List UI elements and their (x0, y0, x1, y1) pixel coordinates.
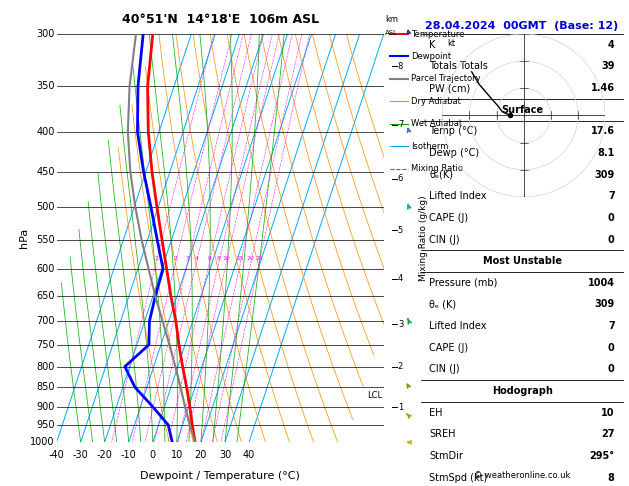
Text: 1004: 1004 (587, 278, 615, 288)
Text: LCL: LCL (367, 391, 382, 399)
Text: 0: 0 (608, 343, 615, 353)
Text: 30: 30 (219, 451, 231, 460)
Text: 8.1: 8.1 (598, 148, 615, 158)
Text: 2: 2 (398, 362, 403, 371)
Text: CIN (J): CIN (J) (430, 235, 460, 244)
Text: 7: 7 (608, 191, 615, 201)
Text: -10: -10 (121, 451, 136, 460)
Text: 10: 10 (601, 408, 615, 417)
Text: CAPE (J): CAPE (J) (430, 213, 469, 223)
Text: Hodograph: Hodograph (492, 386, 552, 396)
Text: -40: -40 (48, 451, 65, 460)
Text: Dewp (°C): Dewp (°C) (430, 148, 479, 158)
Text: 450: 450 (36, 167, 55, 176)
Text: 500: 500 (36, 202, 55, 212)
Text: 900: 900 (36, 401, 55, 412)
Text: Temperature: Temperature (411, 30, 465, 38)
Text: 6: 6 (398, 174, 403, 183)
Text: 3: 3 (186, 256, 189, 261)
Text: 850: 850 (36, 382, 55, 392)
Text: 1000: 1000 (30, 437, 55, 447)
Text: © weatheronline.co.uk: © weatheronline.co.uk (474, 471, 571, 480)
Text: 300: 300 (36, 29, 55, 39)
Text: Dry Adiabat: Dry Adiabat (411, 97, 461, 106)
Text: 8: 8 (398, 62, 403, 71)
Text: θₑ(K): θₑ(K) (430, 170, 454, 180)
Text: Dewpoint: Dewpoint (411, 52, 452, 61)
Text: Parcel Trajectory: Parcel Trajectory (411, 74, 481, 84)
Text: 4: 4 (398, 274, 403, 283)
Text: 10: 10 (170, 451, 183, 460)
Text: km: km (385, 15, 398, 24)
Text: 27: 27 (601, 429, 615, 439)
Text: 40°51'N  14°18'E  106m ASL: 40°51'N 14°18'E 106m ASL (121, 13, 319, 26)
Text: 17.6: 17.6 (591, 126, 615, 137)
Text: 650: 650 (36, 291, 55, 301)
Text: 3: 3 (398, 320, 403, 329)
Text: 6: 6 (207, 256, 211, 261)
Text: 2: 2 (174, 256, 177, 261)
Text: Mixing Ratio (g/kg): Mixing Ratio (g/kg) (418, 195, 428, 281)
Text: EH: EH (430, 408, 443, 417)
Text: CIN (J): CIN (J) (430, 364, 460, 374)
Text: 750: 750 (36, 340, 55, 350)
Text: Totals Totals: Totals Totals (430, 61, 488, 71)
Text: 295°: 295° (589, 451, 615, 461)
Text: K: K (430, 40, 436, 50)
Text: Wet Adiabat: Wet Adiabat (411, 120, 462, 128)
Text: 5: 5 (398, 226, 403, 235)
Text: 25: 25 (255, 256, 263, 261)
Text: 0: 0 (608, 213, 615, 223)
Text: 700: 700 (36, 316, 55, 326)
Text: -30: -30 (73, 451, 89, 460)
Text: Most Unstable: Most Unstable (482, 256, 562, 266)
Text: 40: 40 (243, 451, 255, 460)
Text: hPa: hPa (19, 228, 29, 248)
Text: 950: 950 (36, 420, 55, 430)
Text: Isotherm: Isotherm (411, 142, 449, 151)
Text: 400: 400 (36, 126, 55, 137)
Text: Lifted Index: Lifted Index (430, 321, 487, 331)
Text: 550: 550 (36, 235, 55, 244)
Text: 0: 0 (608, 364, 615, 374)
Text: 1: 1 (154, 256, 158, 261)
Text: 0: 0 (608, 235, 615, 244)
Text: 4: 4 (194, 256, 198, 261)
Text: 800: 800 (36, 362, 55, 372)
Text: Dewpoint / Temperature (°C): Dewpoint / Temperature (°C) (140, 471, 300, 481)
Text: PW (cm): PW (cm) (430, 83, 470, 93)
Text: 39: 39 (601, 61, 615, 71)
Text: θₑ (K): θₑ (K) (430, 299, 457, 310)
Text: 309: 309 (594, 170, 615, 180)
Text: 20: 20 (247, 256, 255, 261)
Text: Lifted Index: Lifted Index (430, 191, 487, 201)
Text: CAPE (J): CAPE (J) (430, 343, 469, 353)
Text: ASL: ASL (385, 30, 398, 36)
Text: 4: 4 (608, 40, 615, 50)
Text: 7: 7 (608, 321, 615, 331)
Text: 350: 350 (36, 81, 55, 91)
Text: kt: kt (448, 39, 456, 49)
Text: 1.46: 1.46 (591, 83, 615, 93)
Text: 10: 10 (222, 256, 230, 261)
Text: Surface: Surface (501, 105, 543, 115)
Text: StmSpd (kt): StmSpd (kt) (430, 472, 487, 483)
Text: Temp (°C): Temp (°C) (430, 126, 478, 137)
Text: 8: 8 (608, 472, 615, 483)
Text: SREH: SREH (430, 429, 456, 439)
Text: 0: 0 (150, 451, 156, 460)
Text: StmDir: StmDir (430, 451, 464, 461)
Text: 15: 15 (237, 256, 244, 261)
Text: 20: 20 (195, 451, 207, 460)
Text: Mixing Ratio: Mixing Ratio (411, 164, 464, 173)
Text: 28.04.2024  00GMT  (Base: 12): 28.04.2024 00GMT (Base: 12) (425, 21, 619, 31)
Text: -20: -20 (97, 451, 113, 460)
Text: 7: 7 (398, 120, 403, 129)
Text: 309: 309 (594, 299, 615, 310)
Text: 1: 1 (398, 403, 403, 412)
Text: 600: 600 (36, 264, 55, 274)
Text: 8: 8 (217, 256, 221, 261)
Text: Pressure (mb): Pressure (mb) (430, 278, 498, 288)
